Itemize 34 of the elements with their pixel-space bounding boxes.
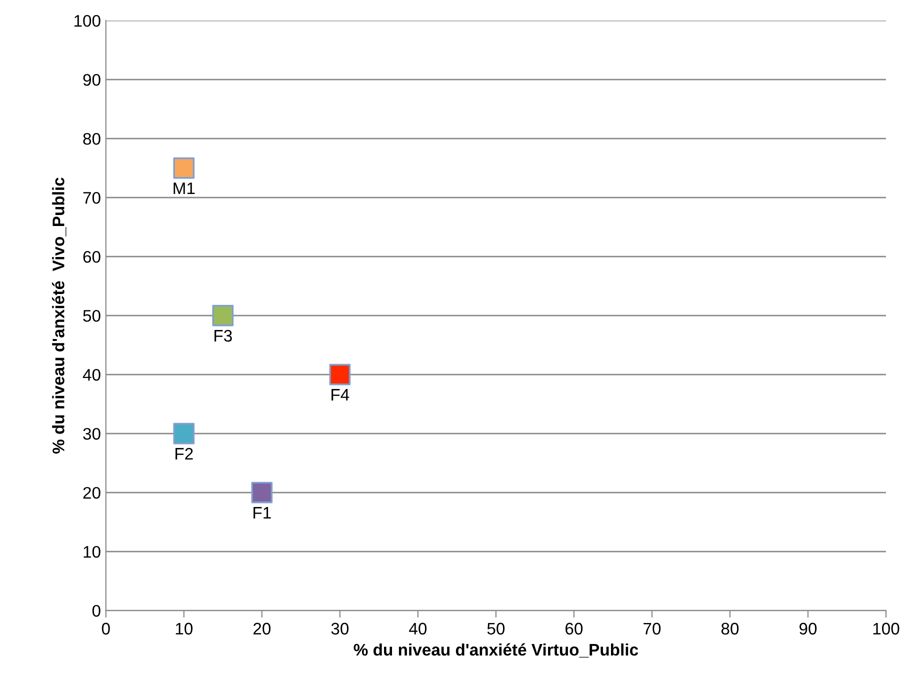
series-label: F3 xyxy=(214,330,232,342)
y-tick-label: 50 xyxy=(83,310,100,322)
x-tick-label: 40 xyxy=(409,622,427,635)
y-axis-title: % du niveau d'anxiété Vivo_Public xyxy=(52,178,66,454)
point xyxy=(251,482,273,504)
y-tick-label: 30 xyxy=(83,428,100,440)
series-label: M1 xyxy=(174,182,195,194)
y-tick-label: 100 xyxy=(74,14,100,27)
x-tick-label: 80 xyxy=(721,622,739,635)
x-tick-label: 70 xyxy=(644,622,661,635)
x-tick-label: 100 xyxy=(873,622,900,635)
point xyxy=(212,304,234,326)
x-tick-label: 0 xyxy=(102,622,110,635)
point xyxy=(173,422,195,444)
point xyxy=(173,157,195,179)
x-axis-title: % du niveau d'anxiété Virtuo_Public xyxy=(354,643,638,658)
y-tick-label: 20 xyxy=(83,486,100,499)
y-tick-label: 10 xyxy=(84,546,100,558)
x-tick-label: 90 xyxy=(799,622,817,635)
point xyxy=(329,364,351,386)
y-tick-label: 60 xyxy=(83,250,100,263)
x-tick-label: 20 xyxy=(253,622,271,635)
y-tick-label: 80 xyxy=(83,132,100,145)
series-label: F2 xyxy=(176,448,193,460)
series-label: F4 xyxy=(332,389,350,401)
x-tick-label: 50 xyxy=(487,622,505,635)
y-tick-label: 70 xyxy=(83,192,100,204)
x-tick-label: 10 xyxy=(176,622,193,635)
y-tick-label: 0 xyxy=(92,604,100,617)
x-tick-label: 30 xyxy=(331,622,349,635)
y-tick-label: 90 xyxy=(83,74,100,86)
x-tick-label: 60 xyxy=(566,622,583,635)
y-tick-label: 40 xyxy=(82,368,100,381)
series-label: F1 xyxy=(254,507,271,519)
